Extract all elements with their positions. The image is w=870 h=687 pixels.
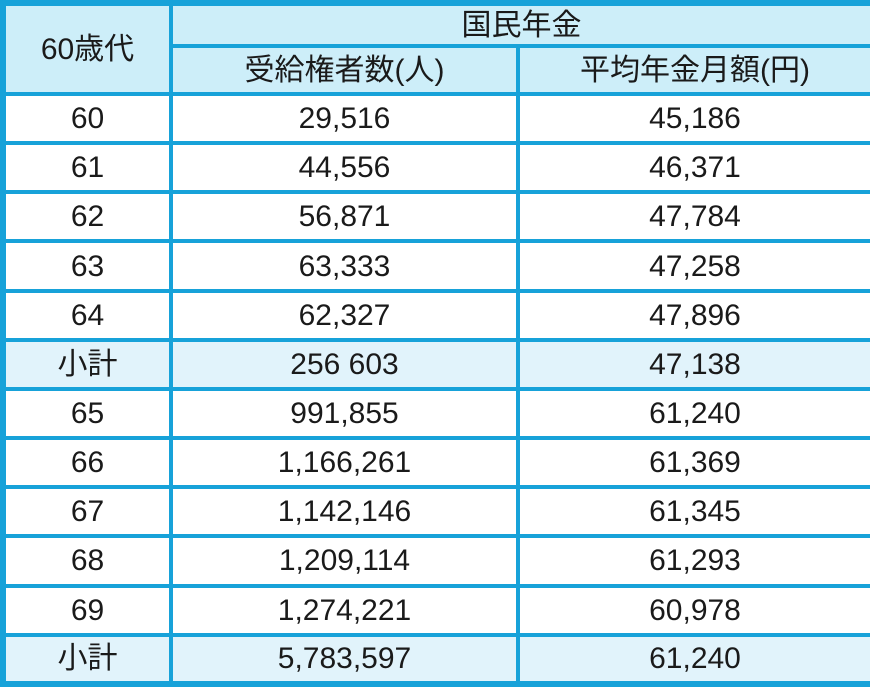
- recipients-cell: 991,855: [169, 386, 520, 441]
- average-cell: 47,784: [516, 190, 870, 244]
- subtotal-label-cell: 小計: [1, 337, 173, 391]
- header-row-sub: 受給権者数(人) 平均年金月額(円): [3, 44, 870, 96]
- recipients-cell: 62,327: [169, 288, 520, 342]
- average-cell: 61,240: [516, 386, 870, 441]
- average-cell: 47,896: [516, 288, 870, 342]
- recipients-cell: 256 603: [169, 337, 520, 391]
- recipients-cell: 1,166,261: [169, 436, 520, 490]
- average-cell: 61,369: [516, 436, 870, 490]
- table-row-age-69: 69 1,274,221 60,978: [1, 583, 870, 637]
- age-cell: 67: [1, 485, 173, 539]
- average-cell: 45,186: [516, 91, 870, 146]
- average-cell: 46,371: [516, 141, 870, 195]
- recipients-cell: 63,333: [169, 239, 520, 293]
- age-cell: 64: [1, 288, 173, 342]
- table-row-age-67: 67 1,142,146 61,345: [1, 485, 870, 539]
- recipients-cell: 1,142,146: [169, 485, 520, 539]
- average-cell: 61,240: [516, 632, 870, 687]
- pension-title-header-cell: 国民年金: [169, 1, 870, 48]
- table-row-age-62: 62 56,871 47,784: [1, 190, 870, 244]
- average-cell: 61,345: [516, 485, 870, 539]
- age-cell: 68: [1, 534, 173, 588]
- age-cell: 61: [1, 141, 173, 195]
- subtotal-row-65-69: 小計 5,783,597 61,240: [1, 632, 870, 687]
- recipients-cell: 56,871: [169, 190, 520, 244]
- table-row-age-65: 65 991,855 61,240: [1, 386, 870, 441]
- table-row-age-61: 61 44,556 46,371: [1, 141, 870, 195]
- average-cell: 47,258: [516, 239, 870, 293]
- table-body: 60 29,516 45,186 61 44,556 46,371 62 56,…: [1, 91, 870, 687]
- age-group-header-cell: 60歳代: [1, 1, 173, 96]
- average-cell: 47,138: [516, 337, 870, 391]
- subtotal-row-60-64: 小計 256 603 47,138: [1, 337, 870, 391]
- recipients-cell: 5,783,597: [169, 632, 520, 687]
- age-cell: 66: [1, 436, 173, 490]
- recipients-column-header: 受給権者数(人): [169, 44, 520, 96]
- average-cell: 60,978: [516, 583, 870, 637]
- average-column-header: 平均年金月額(円): [516, 44, 870, 96]
- table-row-age-66: 66 1,166,261 61,369: [1, 436, 870, 490]
- subtotal-label-cell: 小計: [1, 632, 173, 687]
- age-cell: 65: [1, 386, 173, 441]
- age-cell: 62: [1, 190, 173, 244]
- table-row-age-68: 68 1,209,114 61,293: [1, 534, 870, 588]
- age-cell: 69: [1, 583, 173, 637]
- table-header: 60歳代 国民年金 受給権者数(人) 平均年金月額(円): [1, 1, 870, 96]
- table-row-age-63: 63 63,333 47,258: [1, 239, 870, 293]
- average-cell: 61,293: [516, 534, 870, 588]
- table-row-age-64: 64 62,327 47,896: [1, 288, 870, 342]
- recipients-cell: 1,274,221: [169, 583, 520, 637]
- header-row-top: 60歳代 国民年金: [1, 1, 870, 96]
- age-cell: 63: [1, 239, 173, 293]
- recipients-cell: 1,209,114: [169, 534, 520, 588]
- recipients-cell: 44,556: [169, 141, 520, 195]
- table-row-age-60: 60 29,516 45,186: [1, 91, 870, 146]
- recipients-cell: 29,516: [169, 91, 520, 146]
- age-cell: 60: [1, 91, 173, 146]
